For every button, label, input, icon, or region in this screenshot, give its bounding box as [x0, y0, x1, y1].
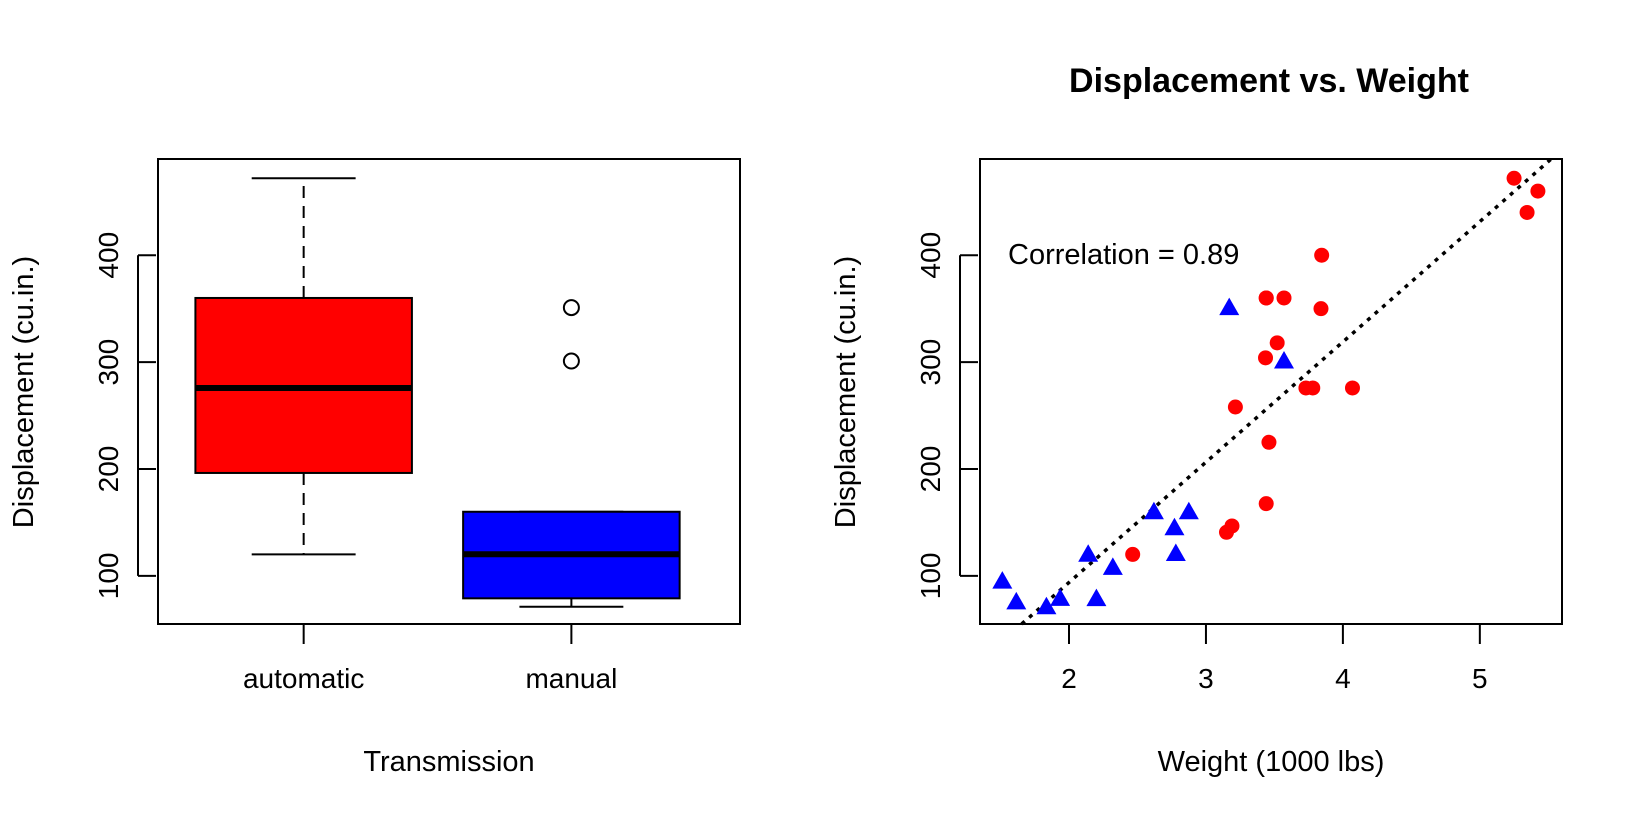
data-point: [1261, 434, 1277, 450]
data-point: [1274, 351, 1295, 369]
boxplot-panel: 100 200 300 400 automatic manual Transmissio…: [8, 158, 741, 778]
data-point: [1269, 335, 1285, 351]
data-point: [1305, 380, 1321, 396]
y-tick-label: 400: [93, 232, 124, 279]
series-1: [992, 297, 1295, 615]
data-point: [1227, 399, 1243, 415]
outlier-point: [562, 299, 580, 317]
data-point: [1036, 596, 1057, 615]
data-point: [1078, 544, 1099, 562]
boxplot-y-axis-title: Displacement (cu.in.): [8, 256, 40, 528]
data-point: [1314, 247, 1330, 263]
data-point: [1178, 501, 1199, 520]
data-point: [1050, 588, 1071, 606]
x-tick-label: 4: [1335, 663, 1351, 694]
data-point: [1218, 524, 1234, 540]
data-point: [992, 571, 1013, 589]
x-tick-label: 2: [1061, 663, 1077, 694]
x-tick-label: 3: [1198, 663, 1214, 694]
scatter-y-axis-title: Displacement (cu.in.): [830, 256, 862, 528]
y-tick-label: 300: [93, 339, 124, 386]
data-point: [1506, 170, 1522, 186]
data-point: [1258, 350, 1274, 366]
boxplot-x-axis-title: Transmission: [363, 746, 534, 778]
x-tick-label: manual: [525, 663, 617, 694]
data-point: [1143, 501, 1164, 520]
y-tick-label: 200: [93, 446, 124, 493]
y-tick-label: 100: [915, 553, 946, 600]
x-tick-label: 5: [1472, 663, 1488, 694]
scatter-x-axis-title: Weight (1000 lbs): [1158, 746, 1385, 778]
y-tick-label: 100: [93, 553, 124, 600]
scatter-y-axis: 100 200 300 400: [915, 232, 978, 599]
scatter-frame: [979, 158, 1563, 625]
box-automatic: [194, 177, 413, 556]
data-point: [1258, 496, 1274, 512]
y-tick-label: 200: [915, 446, 946, 493]
correlation-annotation: Correlation = 0.89: [1008, 239, 1239, 271]
scatter-marks: [992, 157, 1553, 626]
data-point: [1530, 183, 1546, 199]
trendline: [1020, 157, 1553, 626]
data-point: [1164, 517, 1185, 536]
series-0: [1125, 170, 1546, 562]
data-point: [1165, 543, 1186, 561]
boxplot-x-axis: automatic manual: [243, 624, 617, 694]
data-point: [1125, 546, 1141, 562]
data-point: [1276, 290, 1292, 306]
boxplot-frame: [157, 158, 741, 625]
data-point: [1258, 290, 1274, 306]
x-tick-label: automatic: [243, 663, 364, 694]
scatter-panel: Displacement vs. Weight 100 200 300 400 2 3 4…: [830, 62, 1563, 778]
boxplot-y-axis: 100 200 300 400: [93, 232, 156, 599]
scatter-x-axis: 2 3 4 5: [1061, 623, 1488, 694]
data-point: [1006, 591, 1027, 610]
box-manual: [462, 299, 681, 608]
data-point: [1313, 301, 1329, 317]
y-tick-label: 400: [915, 232, 946, 279]
data-point: [1219, 297, 1240, 316]
data-point: [1102, 557, 1123, 575]
boxplot-marks: [194, 177, 681, 608]
data-point: [1086, 588, 1107, 607]
scatter-title: Displacement vs. Weight: [1069, 62, 1469, 100]
y-tick-label: 300: [915, 339, 946, 386]
data-point: [1344, 380, 1360, 396]
data-point: [1519, 204, 1535, 220]
outlier-point: [562, 352, 580, 370]
